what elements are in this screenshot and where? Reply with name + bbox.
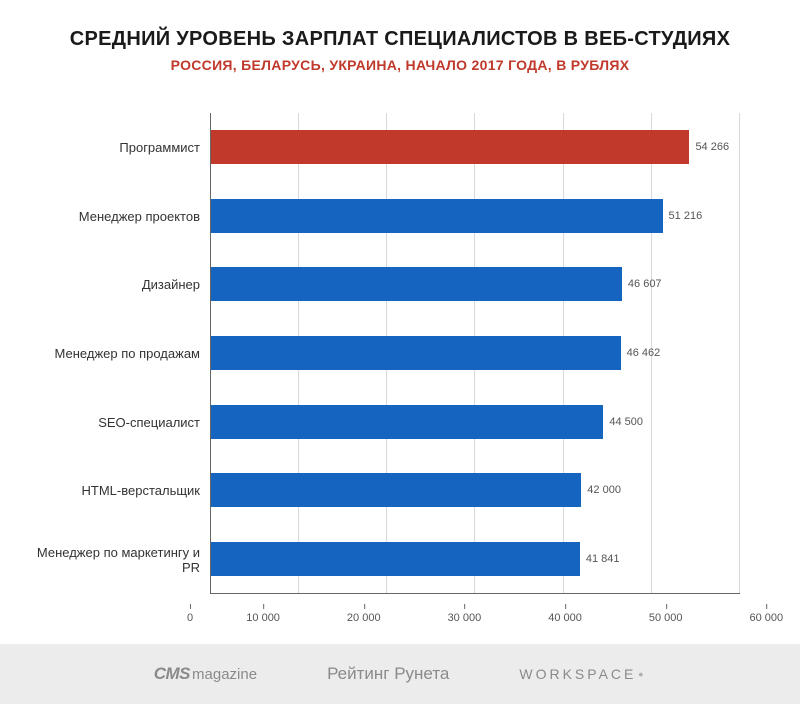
footer: CMSmagazine Рейтинг Рунета WORKSPACE• xyxy=(0,644,800,704)
x-axis: 0 10 000 20 000 30 000 40 000 50 000 60 000 xyxy=(190,604,800,644)
bar-row: 46 462 xyxy=(211,328,740,378)
chart-area: Программист Менеджер проектов Дизайнер Мене… xyxy=(0,83,800,644)
bar: 51 216 xyxy=(211,199,663,233)
bar-value-label: 46 462 xyxy=(627,347,661,359)
bar: 41 841 xyxy=(211,542,580,576)
bar-row: 51 216 xyxy=(211,191,740,241)
chart-subtitle: РОССИЯ, БЕЛАРУСЬ, УКРАИНА, НАЧАЛО 2017 Г… xyxy=(40,57,760,73)
logo-workspace: WORKSPACE• xyxy=(519,666,646,682)
x-axis-tick: 10 000 xyxy=(246,604,280,644)
y-axis-label: HTML-верстальщик xyxy=(20,466,210,516)
y-axis-label: Менеджер проектов xyxy=(20,191,210,241)
workspace-dot-icon: • xyxy=(638,666,646,682)
y-axis-label: Программист xyxy=(20,122,210,172)
bar-value-label: 51 216 xyxy=(669,210,703,222)
bar-row: 42 000 xyxy=(211,465,740,515)
bar-row: 46 607 xyxy=(211,259,740,309)
y-axis-label: Менеджер по маркетингу и PR xyxy=(20,535,210,585)
x-axis-tick: 0 xyxy=(187,604,193,644)
bar-value-label: 54 266 xyxy=(695,141,729,153)
bar-value-label: 44 500 xyxy=(609,416,643,428)
bar-row: 41 841 xyxy=(211,534,740,584)
bar-value-label: 41 841 xyxy=(586,553,620,565)
plot-area: 54 266 51 216 46 607 46 462 44 500 42 000 41 8… xyxy=(210,113,740,594)
x-axis-tick: 40 000 xyxy=(548,604,582,644)
workspace-text: WORKSPACE xyxy=(519,666,636,682)
y-axis-label: Менеджер по продажам xyxy=(20,328,210,378)
logo-cmsmagazine: CMSmagazine xyxy=(154,664,257,684)
bar: 46 462 xyxy=(211,336,621,370)
bar-value-label: 46 607 xyxy=(628,278,662,290)
x-axis-tick: 20 000 xyxy=(347,604,381,644)
chart-header: СРЕДНИЙ УРОВЕНЬ ЗАРПЛАТ СПЕЦИАЛИСТОВ В В… xyxy=(0,0,800,83)
chart-title: СРЕДНИЙ УРОВЕНЬ ЗАРПЛАТ СПЕЦИАЛИСТОВ В В… xyxy=(40,28,760,51)
x-axis-tick: 60 000 xyxy=(749,604,783,644)
bar: 44 500 xyxy=(211,405,603,439)
x-axis-tick: 50 000 xyxy=(649,604,683,644)
y-axis-label: SEO-специалист xyxy=(20,397,210,447)
bar-row: 54 266 xyxy=(211,122,740,172)
bar: 54 266 xyxy=(211,130,689,164)
x-axis-tick: 30 000 xyxy=(448,604,482,644)
y-axis-label: Дизайнер xyxy=(20,260,210,310)
bar: 46 607 xyxy=(211,267,622,301)
bar-row: 44 500 xyxy=(211,397,740,447)
cms-bold-text: CMS xyxy=(154,664,190,684)
cms-light-text: magazine xyxy=(192,666,257,683)
y-axis-labels: Программист Менеджер проектов Дизайнер Мене… xyxy=(20,113,210,634)
logo-runet: Рейтинг Рунета xyxy=(327,664,449,684)
bar: 42 000 xyxy=(211,473,581,507)
bar-value-label: 42 000 xyxy=(587,484,621,496)
bars-container: 54 266 51 216 46 607 46 462 44 500 42 000 41 8… xyxy=(211,113,740,593)
